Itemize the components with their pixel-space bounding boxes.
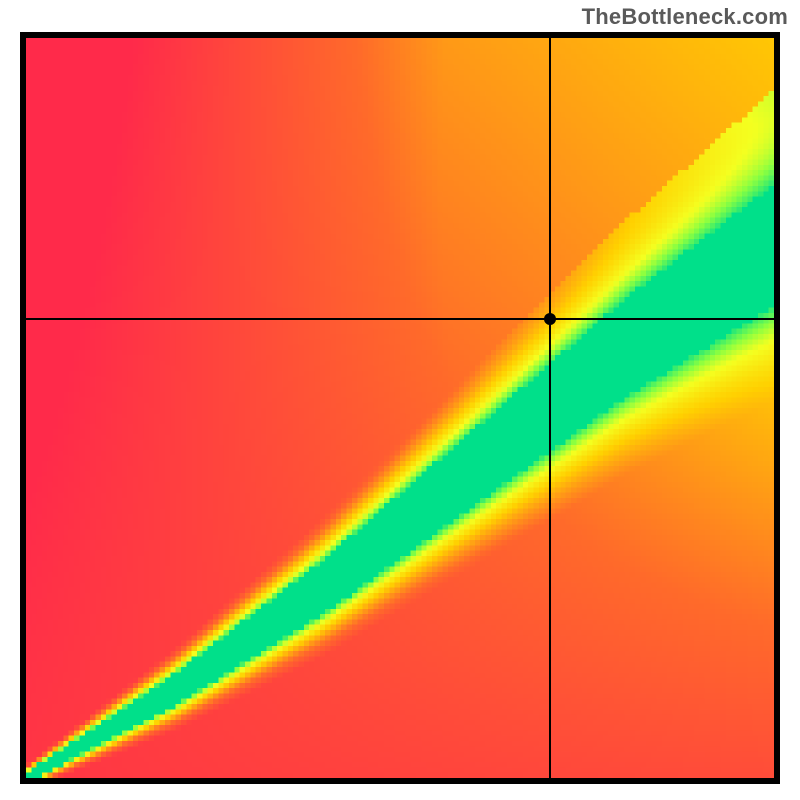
crosshair-horizontal (26, 318, 774, 320)
crosshair-vertical (549, 38, 551, 778)
watermark-text: TheBottleneck.com (582, 4, 788, 30)
plot-area (20, 32, 780, 784)
heatmap-canvas (26, 38, 774, 778)
data-point-marker (544, 313, 556, 325)
chart-container: TheBottleneck.com (0, 0, 800, 800)
